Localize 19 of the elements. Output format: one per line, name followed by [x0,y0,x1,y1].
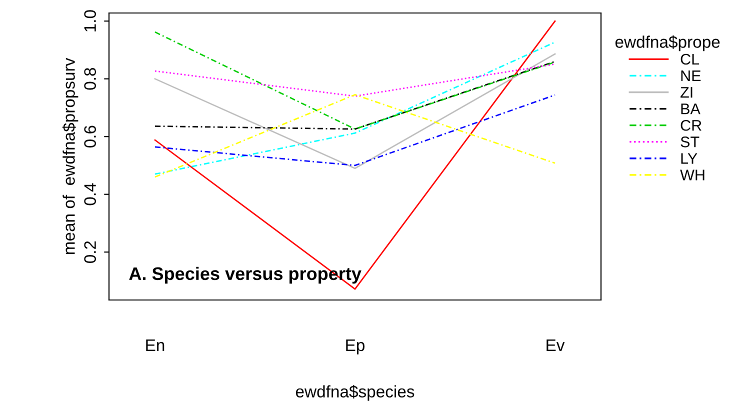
legend-label: LY [681,153,698,164]
legend-label: ZI [680,87,692,98]
y-axis-title: mean of ewdfna$propsurv [62,58,78,254]
y-tick-label: 0.2 [84,241,96,264]
x-tick-label: Ev [546,340,565,351]
x-tick-label: Ep [346,340,364,354]
x-axis-title: ewdfna$species [296,384,414,401]
legend-label: ST [680,136,700,148]
legend-label: WH [680,170,704,180]
legend-title: ewdfna$prope [615,35,720,52]
y-tick-label: 0.4 [84,183,96,206]
y-tick-label: 0.8 [84,68,96,90]
y-tick-label: 1.0 [84,10,96,32]
legend-label: CR [680,120,702,131]
x-tick-label: En [146,340,164,351]
legend-label: BA [681,104,700,114]
y-tick-label: 0.6 [84,126,96,148]
legend-label: CL [680,54,700,65]
legend-label: NE [681,70,701,82]
